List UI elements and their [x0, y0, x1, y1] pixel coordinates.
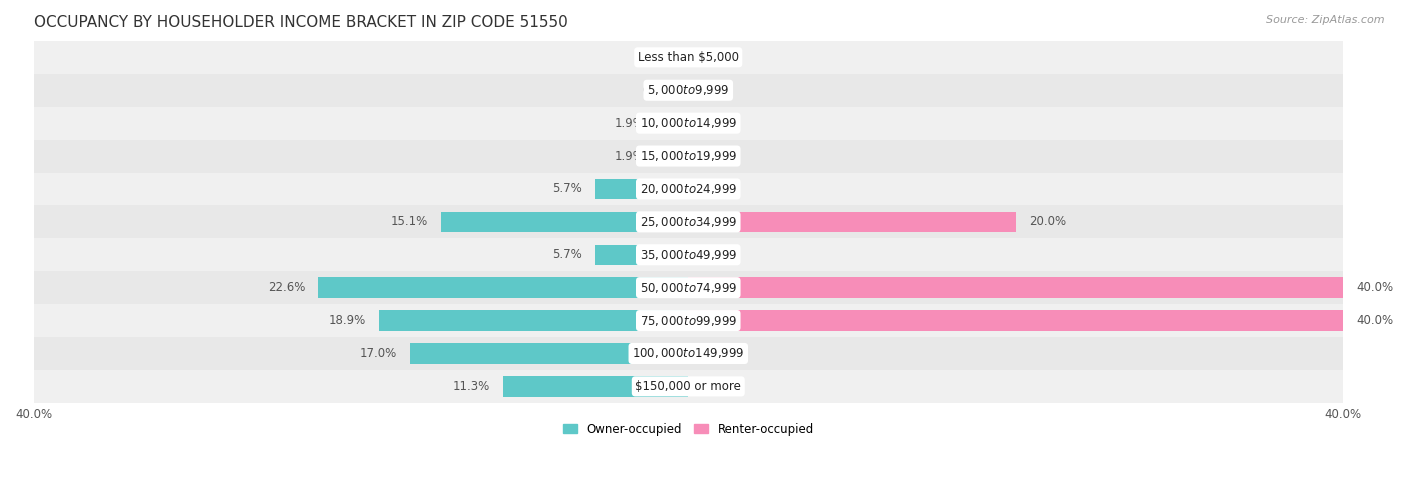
Bar — [689, 212, 1015, 232]
Bar — [441, 212, 689, 232]
Text: 0.0%: 0.0% — [704, 150, 734, 162]
FancyBboxPatch shape — [34, 271, 1343, 304]
Text: 0.0%: 0.0% — [704, 51, 734, 64]
Text: 17.0%: 17.0% — [360, 347, 396, 360]
Text: $10,000 to $14,999: $10,000 to $14,999 — [640, 116, 737, 130]
FancyBboxPatch shape — [34, 304, 1343, 337]
Bar — [503, 376, 689, 397]
Text: 0.0%: 0.0% — [704, 380, 734, 393]
FancyBboxPatch shape — [34, 337, 1343, 370]
Text: $20,000 to $24,999: $20,000 to $24,999 — [640, 182, 737, 196]
Text: 11.3%: 11.3% — [453, 380, 491, 393]
Text: 0.0%: 0.0% — [704, 117, 734, 130]
Bar — [411, 343, 689, 364]
Text: $100,000 to $149,999: $100,000 to $149,999 — [633, 347, 744, 361]
Text: 40.0%: 40.0% — [1355, 281, 1393, 294]
Bar — [689, 278, 1343, 298]
FancyBboxPatch shape — [34, 41, 1343, 74]
Text: 0.0%: 0.0% — [704, 248, 734, 261]
FancyBboxPatch shape — [34, 107, 1343, 139]
FancyBboxPatch shape — [34, 206, 1343, 238]
Bar — [318, 278, 689, 298]
Bar — [689, 311, 1343, 331]
Text: 40.0%: 40.0% — [1355, 314, 1393, 327]
Text: $50,000 to $74,999: $50,000 to $74,999 — [640, 281, 737, 295]
FancyBboxPatch shape — [34, 74, 1343, 107]
Text: 0.0%: 0.0% — [704, 182, 734, 195]
Text: 1.9%: 1.9% — [614, 150, 644, 162]
Text: 0.0%: 0.0% — [704, 347, 734, 360]
Bar — [380, 311, 689, 331]
Text: OCCUPANCY BY HOUSEHOLDER INCOME BRACKET IN ZIP CODE 51550: OCCUPANCY BY HOUSEHOLDER INCOME BRACKET … — [34, 15, 567, 30]
Text: 1.9%: 1.9% — [614, 117, 644, 130]
Text: 0.0%: 0.0% — [704, 84, 734, 97]
Text: 5.7%: 5.7% — [553, 182, 582, 195]
Text: $5,000 to $9,999: $5,000 to $9,999 — [647, 83, 730, 97]
FancyBboxPatch shape — [34, 370, 1343, 403]
Text: Less than $5,000: Less than $5,000 — [638, 51, 738, 64]
Text: 15.1%: 15.1% — [391, 215, 427, 228]
Text: 0.0%: 0.0% — [643, 84, 672, 97]
Text: $75,000 to $99,999: $75,000 to $99,999 — [640, 313, 737, 328]
Text: $150,000 or more: $150,000 or more — [636, 380, 741, 393]
FancyBboxPatch shape — [34, 238, 1343, 271]
Bar — [595, 244, 689, 265]
Bar — [657, 113, 689, 133]
Text: Source: ZipAtlas.com: Source: ZipAtlas.com — [1267, 15, 1385, 25]
FancyBboxPatch shape — [34, 139, 1343, 173]
Text: 20.0%: 20.0% — [1029, 215, 1066, 228]
Text: $15,000 to $19,999: $15,000 to $19,999 — [640, 149, 737, 163]
Text: 18.9%: 18.9% — [329, 314, 366, 327]
Bar — [595, 179, 689, 199]
Bar — [657, 146, 689, 166]
Text: $35,000 to $49,999: $35,000 to $49,999 — [640, 248, 737, 262]
Text: 0.0%: 0.0% — [643, 51, 672, 64]
Text: 22.6%: 22.6% — [269, 281, 305, 294]
Legend: Owner-occupied, Renter-occupied: Owner-occupied, Renter-occupied — [558, 418, 818, 440]
FancyBboxPatch shape — [34, 173, 1343, 206]
Text: 5.7%: 5.7% — [553, 248, 582, 261]
Text: $25,000 to $34,999: $25,000 to $34,999 — [640, 215, 737, 229]
